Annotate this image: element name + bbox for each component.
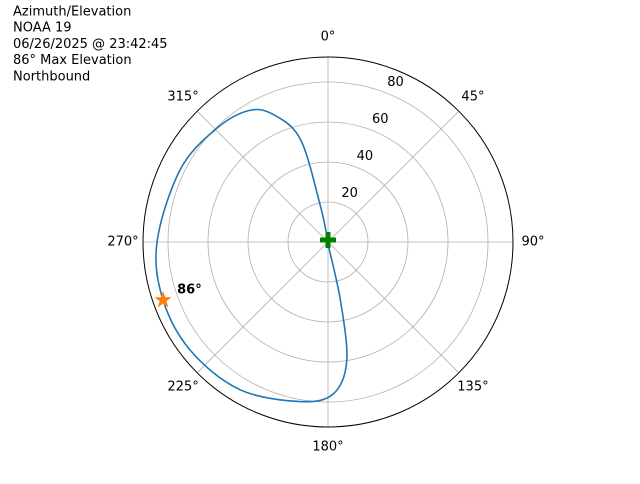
r-tick-label: 60 bbox=[372, 112, 389, 127]
polar-frame bbox=[142, 56, 514, 428]
r-tick-label: 80 bbox=[387, 75, 404, 90]
plus-marker bbox=[320, 232, 336, 248]
theta-tick-label: 315° bbox=[167, 90, 198, 105]
star-label: 86° bbox=[177, 283, 202, 298]
grid-spoke bbox=[327, 241, 460, 374]
star-marker bbox=[154, 291, 172, 308]
theta-tick-label: 270° bbox=[107, 235, 138, 250]
r-tick-label: 40 bbox=[357, 149, 374, 164]
title-line: NOAA 19 bbox=[13, 21, 72, 36]
grid-spoke bbox=[196, 241, 329, 374]
track-line bbox=[155, 108, 348, 403]
grid-spoke bbox=[327, 110, 460, 243]
theta-tick-label: 45° bbox=[461, 90, 484, 105]
title-line: 06/26/2025 @ 23:42:45 bbox=[13, 37, 168, 52]
r-tick-label: 20 bbox=[341, 186, 358, 201]
title-line: Northbound bbox=[13, 69, 90, 84]
title-line: Azimuth/Elevation bbox=[13, 5, 131, 20]
theta-tick-label: 0° bbox=[321, 30, 336, 45]
theta-tick-label: 90° bbox=[521, 235, 544, 250]
theta-tick-label: 180° bbox=[312, 440, 343, 455]
theta-tick-label: 135° bbox=[457, 379, 488, 394]
grid-spoke bbox=[196, 110, 329, 243]
theta-tick-label: 225° bbox=[167, 379, 198, 394]
title-line: 86° Max Elevation bbox=[13, 53, 132, 68]
